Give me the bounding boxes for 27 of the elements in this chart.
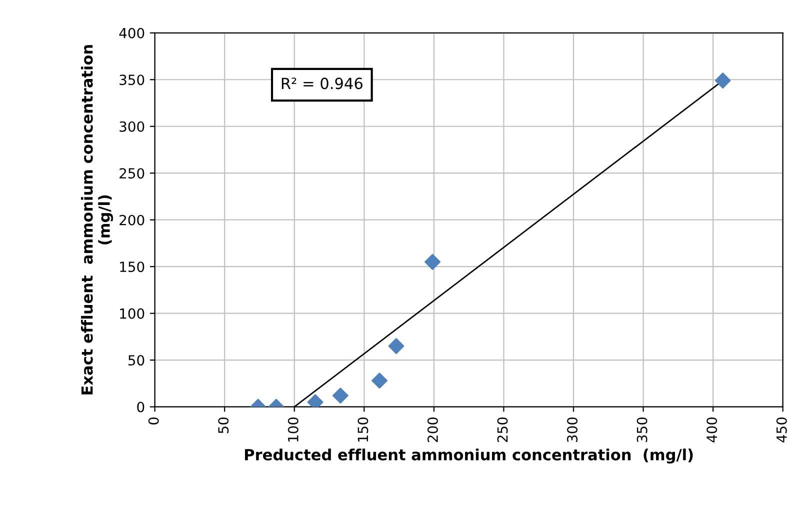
- point: [424, 254, 441, 270]
- y-tick-label: 0: [137, 402, 144, 412]
- x-tick-label: 0: [148, 417, 159, 424]
- x-tick-label: 250: [497, 417, 508, 442]
- y-tick-label: 50: [128, 355, 144, 366]
- y-axis-title: Exact effluent ammonium concentration (mg/l): [81, 45, 114, 394]
- y-tick-label: 150: [120, 262, 144, 272]
- x-tick-label: 100: [288, 417, 298, 442]
- x-tick-label: 450: [776, 417, 787, 442]
- x-tick-label: 300: [567, 417, 578, 442]
- point: [714, 72, 731, 89]
- y-tick-label: 300: [120, 121, 144, 132]
- x-tick-label: 400: [706, 417, 718, 442]
- annotation: R² = 0.946: [282, 78, 362, 90]
- y-tick-label: 400: [119, 28, 144, 38]
- point: [388, 338, 404, 354]
- point: [332, 388, 348, 404]
- y-tick-label: 250: [120, 168, 144, 179]
- y-tick-label: 200: [120, 214, 144, 226]
- x-tick-label: 50: [218, 417, 229, 434]
- x-axis-title: Preducted effluent ammonium concentration (mg/l): [245, 448, 693, 464]
- x-tick-label: 350: [636, 417, 648, 442]
- point: [372, 372, 388, 389]
- x-tick-label: 200: [427, 417, 438, 442]
- x-tick-label: 150: [358, 417, 368, 442]
- y-tick-label: 350: [120, 74, 144, 86]
- y-tick-label: 100: [120, 308, 144, 319]
